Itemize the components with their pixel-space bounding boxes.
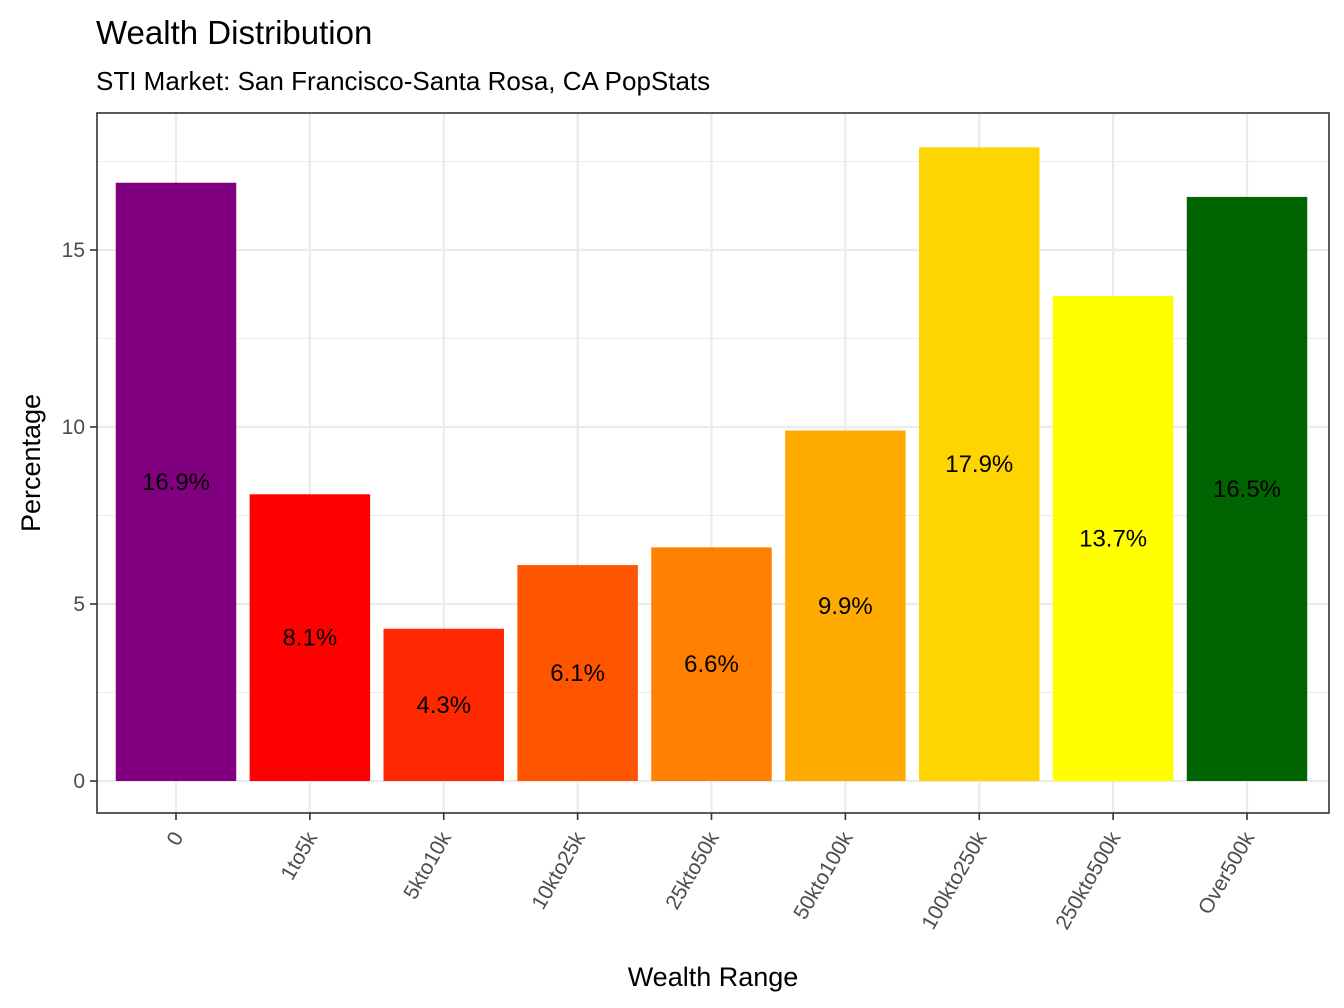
panel-border — [96, 112, 1330, 814]
data-label: 16.5% — [1213, 476, 1281, 503]
data-label: 9.9% — [818, 593, 873, 620]
bar-1to5k — [249, 494, 371, 781]
x-tick-label: 10kto25k — [527, 828, 590, 914]
x-tick-label: 5kto10k — [399, 828, 456, 904]
x-tick-label: 50kto100k — [789, 828, 858, 924]
bar-250kto500k — [1052, 296, 1174, 781]
x-tick-label: 1to5k — [277, 828, 323, 884]
x-tick-label: 250kto500k — [1051, 828, 1125, 934]
y-axis-title: Percentage — [16, 394, 46, 532]
plot-panel: 16.9% 8.1% 4.3% 6.1% 6.6% 9.9% 17.9% 13.7% 16.5% — [96, 112, 1330, 814]
chart-title: Wealth Distribution — [96, 14, 372, 51]
bar-100kto250k — [919, 147, 1040, 782]
data-label: 4.3% — [416, 692, 471, 719]
x-axis: 0 1to5k 5kto10k 10kto25k 25kto50k 50kto100k 10… — [163, 813, 1260, 934]
chart-subtitle: STI Market: San Francisco-Santa Rosa, CA… — [96, 66, 710, 96]
y-tick-label: 15 — [62, 239, 85, 262]
y-tick-label: 10 — [62, 416, 85, 439]
bar-25kto50k — [651, 547, 772, 781]
x-tick-label: 100kto250k — [917, 828, 991, 934]
data-label: 17.9% — [945, 451, 1013, 478]
data-labels: 16.9% 8.1% 4.3% 6.1% 6.6% 9.9% 17.9% 13.7% 16.5% — [142, 451, 1281, 719]
bar-5kto10k — [383, 628, 504, 781]
x-tick-label: 25kto50k — [661, 828, 724, 914]
data-label: 13.7% — [1079, 526, 1147, 553]
y-tick-label: 0 — [73, 770, 85, 793]
x-tick-label: Over500k — [1194, 828, 1260, 919]
bar-10kto25k — [517, 565, 638, 781]
bar-0 — [115, 182, 237, 782]
y-tick-label: 5 — [73, 593, 85, 616]
data-label: 16.9% — [142, 469, 210, 496]
data-label: 8.1% — [283, 625, 338, 652]
bars — [115, 147, 1308, 782]
y-axis: 0 5 10 15 — [62, 239, 97, 793]
x-axis-title: Wealth Range — [628, 962, 799, 992]
bar-50kto100k — [785, 430, 906, 781]
x-tick-label: 0 — [163, 828, 189, 850]
bar-over500k — [1186, 196, 1308, 781]
data-label: 6.1% — [550, 660, 605, 687]
data-label: 6.6% — [684, 651, 739, 678]
